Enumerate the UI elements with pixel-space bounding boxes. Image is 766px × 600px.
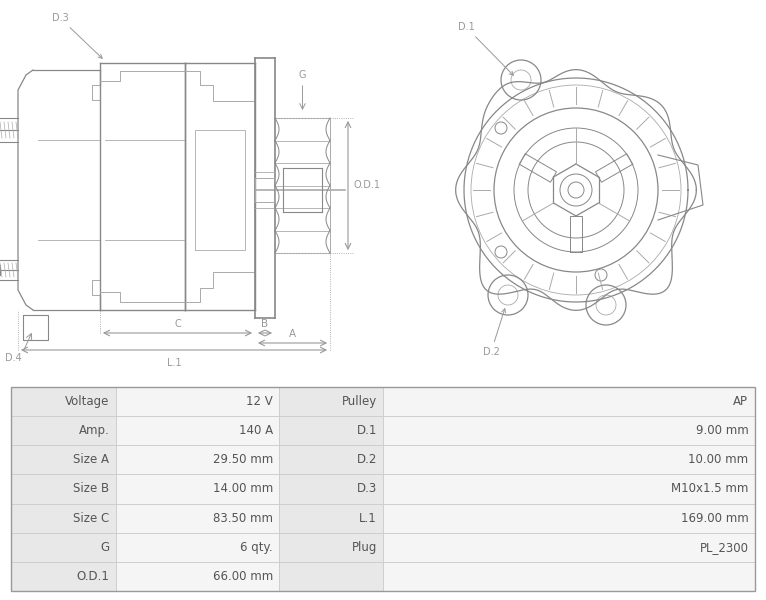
FancyBboxPatch shape — [11, 387, 116, 416]
Text: Plug: Plug — [352, 541, 377, 554]
Text: 9.00 mm: 9.00 mm — [696, 424, 748, 437]
Text: 29.50 mm: 29.50 mm — [213, 454, 273, 466]
Text: 83.50 mm: 83.50 mm — [213, 512, 273, 524]
Text: L.1: L.1 — [359, 512, 377, 524]
Text: D.3: D.3 — [357, 482, 377, 496]
FancyBboxPatch shape — [279, 387, 383, 416]
Text: M10x1.5 mm: M10x1.5 mm — [671, 482, 748, 496]
Text: 10.00 mm: 10.00 mm — [689, 454, 748, 466]
Text: O.D.1: O.D.1 — [77, 570, 110, 583]
Text: 140 A: 140 A — [239, 424, 273, 437]
FancyBboxPatch shape — [116, 445, 279, 475]
Text: O.D.1: O.D.1 — [354, 181, 381, 191]
Text: B: B — [261, 319, 269, 329]
Text: D.2: D.2 — [356, 454, 377, 466]
Text: AP: AP — [733, 395, 748, 408]
Text: Pulley: Pulley — [342, 395, 377, 408]
Text: G: G — [100, 541, 110, 554]
FancyBboxPatch shape — [279, 533, 383, 562]
FancyBboxPatch shape — [279, 475, 383, 503]
Text: D.4: D.4 — [5, 353, 21, 363]
FancyBboxPatch shape — [11, 475, 116, 503]
FancyBboxPatch shape — [116, 475, 279, 503]
Text: D.3: D.3 — [51, 13, 102, 58]
FancyBboxPatch shape — [11, 533, 116, 562]
Text: Voltage: Voltage — [65, 395, 110, 408]
FancyBboxPatch shape — [383, 445, 755, 475]
FancyBboxPatch shape — [11, 445, 116, 475]
FancyBboxPatch shape — [383, 503, 755, 533]
FancyBboxPatch shape — [116, 562, 279, 591]
Text: C: C — [174, 319, 181, 329]
FancyBboxPatch shape — [116, 503, 279, 533]
Text: L.1: L.1 — [167, 358, 182, 368]
FancyBboxPatch shape — [116, 533, 279, 562]
FancyBboxPatch shape — [279, 562, 383, 591]
FancyBboxPatch shape — [383, 387, 755, 416]
Text: 14.00 mm: 14.00 mm — [213, 482, 273, 496]
FancyBboxPatch shape — [116, 416, 279, 445]
Text: 169.00 mm: 169.00 mm — [681, 512, 748, 524]
FancyBboxPatch shape — [383, 416, 755, 445]
Text: D.2: D.2 — [483, 308, 506, 357]
FancyBboxPatch shape — [383, 533, 755, 562]
Text: Size C: Size C — [73, 512, 110, 524]
Text: A: A — [289, 329, 296, 339]
Text: 6 qty.: 6 qty. — [241, 541, 273, 554]
Text: D.1: D.1 — [356, 424, 377, 437]
FancyBboxPatch shape — [279, 503, 383, 533]
Text: G: G — [299, 70, 306, 80]
FancyBboxPatch shape — [383, 475, 755, 503]
FancyBboxPatch shape — [11, 503, 116, 533]
FancyBboxPatch shape — [11, 416, 116, 445]
Text: Size B: Size B — [74, 482, 110, 496]
FancyBboxPatch shape — [383, 562, 755, 591]
FancyBboxPatch shape — [279, 445, 383, 475]
Text: Size A: Size A — [74, 454, 110, 466]
Text: D.1: D.1 — [457, 22, 513, 75]
FancyBboxPatch shape — [279, 416, 383, 445]
Text: 12 V: 12 V — [246, 395, 273, 408]
Text: Amp.: Amp. — [79, 424, 110, 437]
Text: 66.00 mm: 66.00 mm — [213, 570, 273, 583]
FancyBboxPatch shape — [11, 562, 116, 591]
Text: PL_2300: PL_2300 — [699, 541, 748, 554]
FancyBboxPatch shape — [116, 387, 279, 416]
